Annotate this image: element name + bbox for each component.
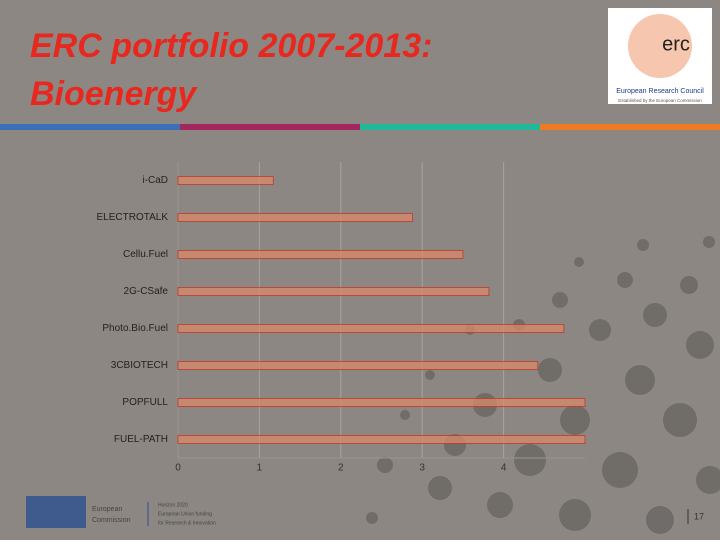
strip [0,124,180,130]
bar [177,213,413,222]
footer-text: Commission [92,517,131,524]
y-tick-label: 2G-CSafe [124,286,169,297]
logo-tagline: Established by the European Commission [618,98,702,103]
y-tick-label: POPFULL [122,397,168,408]
bar [177,324,565,333]
y-tick-label: i-CaD [142,175,168,186]
strip [540,124,720,130]
logo-caption: European Research Council [616,88,704,95]
y-tick-label: Cellu.Fuel [123,249,168,260]
strip [360,124,540,130]
x-tick-label: 4 [501,463,507,474]
page-number: 17 [694,511,704,521]
x-tick-label: 2 [338,463,344,474]
ec-logo [26,496,86,528]
y-tick-label: Photo.Bio.Fuel [102,323,168,334]
footer-text: European Union funding [158,511,212,517]
y-tick-label: ELECTROTALK [97,212,169,223]
x-tick-label: 3 [419,463,425,474]
footer-text: for Research & Innovation [158,520,216,526]
bar [177,250,464,259]
footer-text: Horizon 2020 [158,502,188,508]
logo-mark [628,14,692,78]
strip [180,124,360,130]
bar [177,361,539,370]
dot-pattern [366,236,720,534]
x-tick-label: 1 [257,463,263,474]
logo-text: erc [662,33,690,55]
footer-text: European [92,506,122,513]
bar [177,287,490,296]
y-tick-label: FUEL-PATH [114,434,168,445]
bar [177,398,586,407]
bar [177,435,586,444]
x-tick-label: 0 [175,463,181,474]
chart: 0 1 2 3 4 i-CaD ELECTROTALK Cellu.Fuel 2G-CSafe P… [97,162,586,474]
bar [177,176,274,185]
slide-title: ERC portfolio 2007-2013: [30,27,432,65]
y-tick-label: 3CBIOTECH [111,360,168,371]
slide-title: Bioenergy [30,75,198,113]
